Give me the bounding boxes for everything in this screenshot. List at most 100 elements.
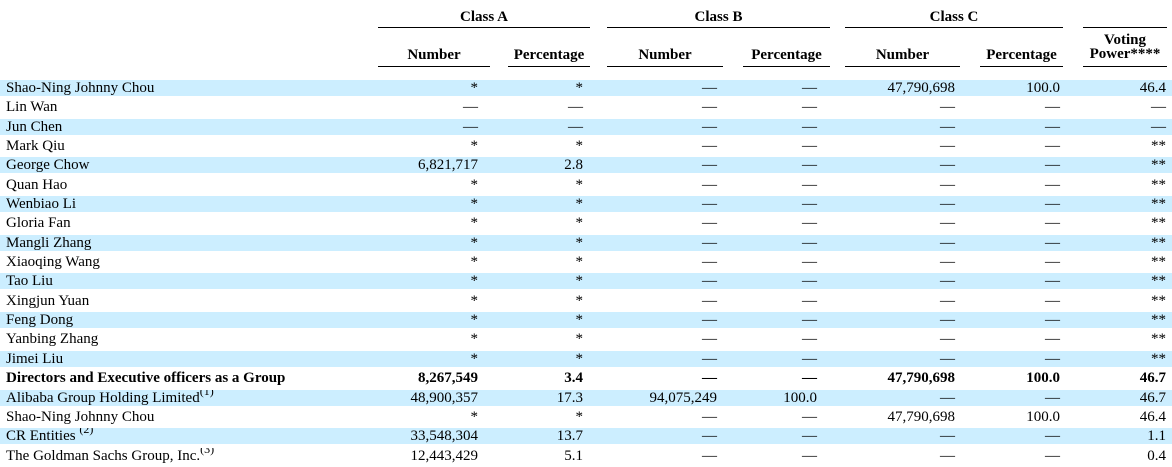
owner-name: Quan Hao	[0, 177, 378, 193]
owner-name-text: Tao Liu	[6, 273, 53, 290]
voting-power-value: **	[1151, 350, 1166, 367]
class-a-group-header: Class A	[378, 10, 590, 28]
class-a-number-value: *	[470, 234, 479, 251]
class-b-number-value: —	[702, 157, 717, 174]
owner-name: Mark Qiu	[0, 138, 378, 154]
class-c-number-value: —	[940, 292, 955, 309]
class-b-number-value: —	[702, 370, 717, 387]
voting-power-value: 46.7	[1139, 370, 1166, 387]
owner-name: George Chow	[0, 157, 378, 173]
class-b-percentage-value: —	[802, 176, 817, 193]
class-b-percentage-value: —	[802, 118, 817, 135]
class-a-percentage-value: *	[575, 80, 584, 96]
class-b-number-value: —	[702, 254, 717, 271]
class-a-number-value: 6,821,717	[418, 157, 478, 174]
owner-name-text: Lin Wan	[6, 99, 58, 116]
class-a-number-value: *	[470, 176, 479, 193]
owner-name-text: Feng Dong	[6, 312, 74, 329]
class-b-percentage-value: —	[802, 370, 817, 387]
class-c-percentage-value: —	[1045, 118, 1060, 135]
owner-name: Feng Dong	[0, 312, 378, 328]
voting-power-value: 46.4	[1139, 80, 1166, 96]
class-a-percentage-value: *	[575, 408, 584, 425]
class-a-number-value: *	[470, 273, 479, 290]
class-c-number-value: —	[940, 234, 955, 251]
voting-power-value: 1.1	[1147, 428, 1166, 445]
class-b-percentage-value: —	[802, 408, 817, 425]
table-row: Tao Liu * * — — — — **	[0, 273, 1172, 293]
class-b-percentage-value: —	[802, 273, 817, 290]
class-a-number-value: *	[470, 408, 479, 425]
table-row: George Chow 6,821,717 2.8 — — — — **	[0, 157, 1172, 177]
owner-name: Xiaoqing Wang	[0, 254, 378, 270]
class-c-number-value: —	[940, 273, 955, 290]
owner-name: Gloria Fan	[0, 215, 378, 231]
class-b-percentage-value: —	[802, 138, 817, 155]
table-row: CR Entities (2) 33,548,304 13.7 — — — — …	[0, 428, 1172, 448]
owner-name: Lin Wan	[0, 99, 378, 115]
class-c-number-value: —	[940, 215, 955, 232]
class-a-number-value: 48,900,357	[410, 389, 479, 406]
class-a-percentage-value: —	[568, 99, 583, 116]
owner-name-text: George Chow	[6, 157, 90, 174]
owner-name-text: Xingjun Yuan	[6, 292, 90, 309]
table-row: Jun Chen — — — — — — —	[0, 118, 1172, 139]
class-c-number-header: Number	[845, 48, 960, 67]
voting-power-value: 46.7	[1139, 389, 1166, 406]
class-a-number-value: *	[470, 331, 479, 348]
class-b-number-value: —	[702, 292, 717, 309]
class-c-number-value: —	[940, 350, 955, 367]
voting-power-value: **	[1151, 215, 1166, 232]
class-c-percentage-value: —	[1045, 254, 1060, 271]
table-row: Shao-Ning Johnny Chou * * — — 47,790,698…	[0, 80, 1172, 100]
class-c-percentage-value: 100.0	[1026, 80, 1060, 96]
voting-power-value: **	[1151, 234, 1166, 251]
class-c-percentage-value: —	[1045, 99, 1060, 116]
voting-power-top-rule	[1083, 27, 1167, 28]
voting-power-value: **	[1151, 176, 1166, 193]
class-c-percentage-value: —	[1045, 215, 1060, 232]
class-a-number-value: *	[470, 312, 479, 329]
owner-name-text: CR Entities	[6, 428, 80, 445]
voting-power-value: **	[1151, 331, 1166, 348]
class-c-number-value: —	[940, 389, 955, 406]
table-row: The Goldman Sachs Group, Inc.(3) 12,443,…	[0, 448, 1172, 467]
class-b-percentage-value: —	[802, 312, 817, 329]
class-b-number-value: —	[702, 138, 717, 155]
class-c-number-value: —	[940, 176, 955, 193]
table-row: Quan Hao * * — — — — **	[0, 177, 1172, 196]
class-c-number-value: —	[940, 331, 955, 348]
class-a-percentage-value: *	[575, 254, 584, 271]
class-b-percentage-value: —	[802, 350, 817, 367]
voting-power-value: **	[1151, 273, 1166, 290]
table-row: Feng Dong * * — — — — **	[0, 312, 1172, 332]
class-a-percentage-value: *	[575, 215, 584, 232]
table-row: Directors and Executive officers as a Gr…	[0, 370, 1172, 389]
class-c-percentage-value: —	[1045, 428, 1060, 445]
class-c-percentage-value: —	[1045, 176, 1060, 193]
class-a-number-value: 33,548,304	[410, 428, 479, 445]
class-a-percentage-value: *	[575, 292, 584, 309]
class-a-number-value: —	[463, 118, 478, 135]
class-c-number-value: —	[940, 428, 955, 445]
class-c-number-value: 47,790,698	[887, 80, 956, 96]
class-c-percentage-value: —	[1045, 350, 1060, 367]
table-row: Lin Wan — — — — — — —	[0, 99, 1172, 118]
owner-name: The Goldman Sachs Group, Inc.(3)	[0, 448, 378, 464]
class-b-number-value: —	[702, 447, 717, 464]
class-b-number-value: —	[702, 80, 717, 96]
class-a-percentage-value: *	[575, 273, 584, 290]
owner-name: Shao-Ning Johnny Chou	[0, 80, 378, 96]
class-c-number-value: —	[940, 118, 955, 135]
owner-name: Wenbiao Li	[0, 196, 378, 212]
table-row: Alibaba Group Holding Limited(1) 48,900,…	[0, 389, 1172, 409]
voting-power-value: **	[1151, 138, 1166, 155]
class-b-percentage-value: —	[802, 447, 817, 464]
owner-name-text: Wenbiao Li	[6, 196, 77, 213]
class-c-number-value: 47,790,698	[887, 370, 956, 387]
class-c-percentage-value: —	[1045, 273, 1060, 290]
class-a-percentage-value: 13.7	[556, 428, 583, 445]
voting-power-value: **	[1151, 312, 1166, 329]
class-c-percentage-value: —	[1045, 389, 1060, 406]
class-a-number-value: *	[470, 292, 479, 309]
